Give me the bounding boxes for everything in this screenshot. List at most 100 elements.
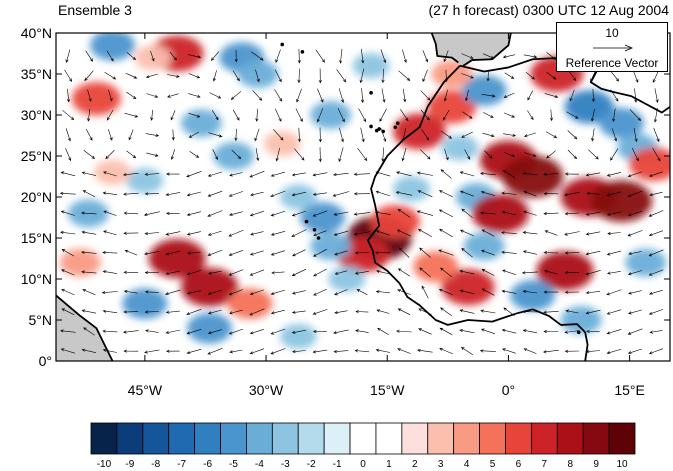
wind-vector <box>461 73 474 79</box>
colorbar-label: 9 <box>593 459 599 470</box>
wind-vector <box>270 289 286 295</box>
anomaly-blob <box>279 184 317 210</box>
wind-vector <box>585 211 601 216</box>
wind-vector <box>103 210 117 216</box>
wind-vector <box>271 271 285 275</box>
wind-vector <box>186 348 202 354</box>
wind-vector <box>590 108 595 122</box>
wind-vector <box>60 171 76 177</box>
anomaly-blob <box>71 81 121 116</box>
wind-vector <box>144 290 159 294</box>
island <box>369 124 373 129</box>
wind-vector <box>123 270 139 274</box>
wind-vector <box>126 150 137 159</box>
wind-vector <box>106 50 114 62</box>
map-plot-area <box>56 33 670 361</box>
wind-vector <box>123 231 139 235</box>
wind-vector <box>586 329 600 333</box>
wind-vector <box>102 251 118 255</box>
wind-vector <box>186 191 201 197</box>
wind-vector <box>628 251 642 256</box>
wind-vector <box>65 148 72 162</box>
wind-vector <box>422 69 428 83</box>
wind-vector <box>234 50 238 63</box>
wind-vector <box>522 290 538 294</box>
wind-vector <box>144 271 160 275</box>
wind-vector <box>60 329 76 333</box>
wind-vector <box>396 329 412 333</box>
colorbar-label: -7 <box>177 459 187 470</box>
colorbar-swatch <box>220 422 247 455</box>
wind-vector <box>591 128 595 142</box>
wind-vector <box>334 289 348 296</box>
wind-vector <box>503 133 517 137</box>
anomaly-blob <box>181 267 238 307</box>
wind-vector <box>628 290 642 295</box>
wind-vector <box>564 251 580 255</box>
wind-vector <box>543 349 559 354</box>
wind-vector <box>249 210 264 217</box>
wind-vector <box>421 285 429 299</box>
wind-vector <box>313 288 327 296</box>
wind-vector <box>81 309 97 314</box>
wind-vector <box>207 309 222 315</box>
wind-vector <box>270 210 286 217</box>
wind-vector <box>376 270 390 275</box>
axis-ticks <box>56 32 670 362</box>
wind-vector <box>150 50 155 62</box>
wind-vector <box>398 247 410 258</box>
anomaly-blob <box>502 155 564 198</box>
island <box>304 219 309 224</box>
wind-vector <box>544 230 558 236</box>
wind-vector <box>439 327 453 336</box>
wind-vector <box>128 129 134 141</box>
wind-vector <box>170 149 175 160</box>
colorbar-swatch <box>90 422 118 455</box>
wind-vector <box>501 250 517 254</box>
wind-vector <box>564 172 580 176</box>
wind-vector <box>333 172 349 177</box>
wind-vector <box>291 172 306 177</box>
wind-vector <box>417 348 433 353</box>
wind-vector <box>249 329 264 335</box>
anomaly-blob <box>427 90 477 124</box>
wind-vector <box>481 268 495 276</box>
wind-vector <box>83 327 95 336</box>
anomaly-blob <box>392 176 430 202</box>
anomaly-blob <box>599 107 645 139</box>
colorbar-label: -5 <box>229 459 238 470</box>
wind-vector <box>523 210 537 216</box>
colorbar-swatch <box>246 422 273 455</box>
wind-vector <box>82 190 96 198</box>
reference-arrow-icon <box>593 44 634 52</box>
wind-vector <box>375 190 391 197</box>
wind-vector <box>606 211 621 216</box>
wind-vector <box>523 54 538 59</box>
wind-vector <box>483 112 494 118</box>
wind-vector <box>606 250 622 256</box>
wind-vector <box>418 328 432 335</box>
wind-vector <box>229 309 243 315</box>
wind-vector <box>459 289 475 295</box>
wind-vector <box>397 308 411 316</box>
anomaly-blob <box>94 159 132 185</box>
colorbar-swatch <box>375 422 403 455</box>
wind-vector <box>525 71 535 80</box>
wind-vector <box>66 88 71 103</box>
longitude-label: 45°W <box>127 382 163 398</box>
wind-vector <box>438 209 454 218</box>
wind-vector <box>334 250 348 256</box>
wind-vector <box>124 249 138 256</box>
wind-vector <box>61 288 75 296</box>
wind-vector <box>333 349 349 354</box>
wind-vector <box>397 208 411 218</box>
wind-vector <box>564 290 580 294</box>
anomaly-blob <box>510 280 556 311</box>
latitude-label: 0° <box>38 353 52 369</box>
wind-vector <box>521 271 538 275</box>
wind-vector <box>106 109 114 121</box>
wind-vector <box>186 270 202 276</box>
wind-vector <box>165 310 180 314</box>
coastline <box>462 33 512 67</box>
wind-vector <box>376 309 390 314</box>
